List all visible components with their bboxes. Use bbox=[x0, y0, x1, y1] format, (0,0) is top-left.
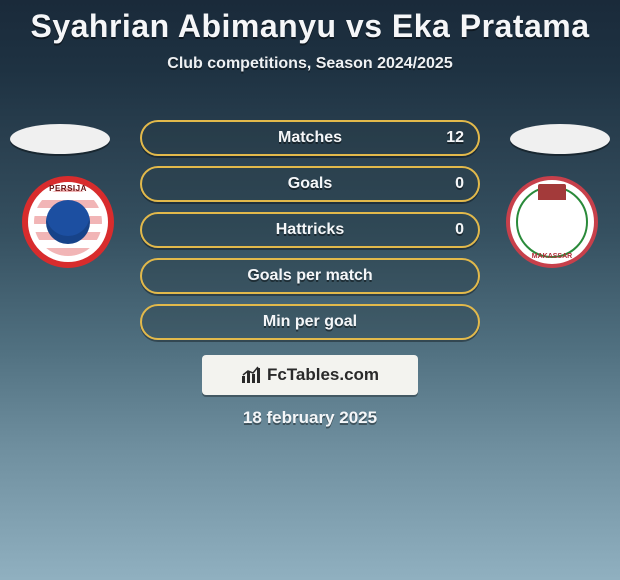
page-title: Syahrian Abimanyu vs Eka Pratama bbox=[0, 0, 620, 45]
comparison-card: Syahrian Abimanyu vs Eka Pratama Club co… bbox=[0, 0, 620, 580]
stat-row-min-per-goal: Min per goal bbox=[140, 304, 480, 340]
stat-row-goals: Goals 0 bbox=[140, 166, 480, 202]
stat-label: Min per goal bbox=[263, 313, 357, 331]
branding-badge: FcTables.com bbox=[202, 355, 418, 395]
club-right-sub: MAKASSAR bbox=[510, 253, 594, 260]
stat-row-matches: Matches 12 bbox=[140, 120, 480, 156]
player-avatar-right bbox=[510, 124, 610, 154]
bar-chart-icon bbox=[241, 366, 263, 384]
club-badge-left: PERSIJA bbox=[22, 176, 114, 268]
stat-label: Matches bbox=[278, 129, 342, 147]
stat-row-goals-per-match: Goals per match bbox=[140, 258, 480, 294]
club-badge-right: MAKASSAR bbox=[506, 176, 598, 268]
stat-label: Hattricks bbox=[276, 221, 344, 239]
stat-row-hattricks: Hattricks 0 bbox=[140, 212, 480, 248]
branding-text: FcTables.com bbox=[267, 365, 379, 385]
date-label: 18 february 2025 bbox=[0, 408, 620, 428]
subtitle: Club competitions, Season 2024/2025 bbox=[0, 55, 620, 73]
stats-container: Matches 12 Goals 0 Hattricks 0 Goals per… bbox=[140, 120, 480, 350]
club-right-inner bbox=[516, 186, 588, 258]
stat-label: Goals bbox=[288, 175, 332, 193]
stat-value-right: 0 bbox=[455, 175, 464, 193]
stat-label: Goals per match bbox=[247, 267, 372, 285]
club-left-short: PERSIJA bbox=[28, 184, 108, 193]
player-avatar-left bbox=[10, 124, 110, 154]
stat-value-right: 0 bbox=[455, 221, 464, 239]
stat-value-right: 12 bbox=[446, 129, 464, 147]
